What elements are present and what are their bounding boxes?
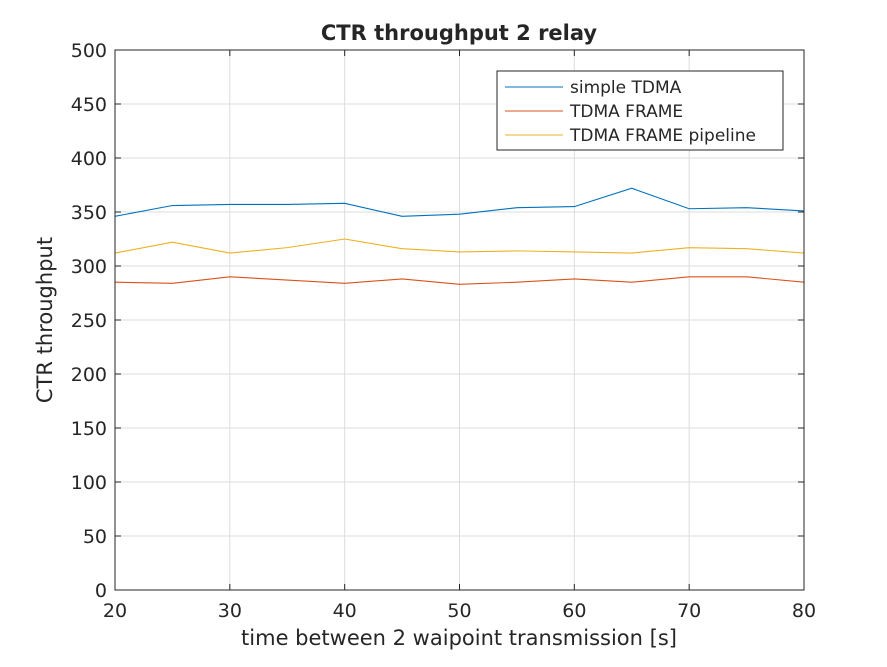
- y-tick-label: 400: [71, 148, 107, 170]
- y-axis-ticks: 0 50 100 150 200 250 300 350 400 450 500: [71, 40, 804, 602]
- x-tick-label: 50: [447, 600, 471, 622]
- y-tick-label: 300: [71, 256, 107, 278]
- series-line-1: [114, 187, 805, 217]
- x-axis-ticks: 20 30 40 50 60 70 80: [103, 50, 816, 622]
- y-tick-label: 50: [83, 526, 107, 548]
- y-tick-label: 350: [71, 202, 107, 224]
- y-tick-label: 150: [71, 418, 107, 440]
- y-tick-label: 450: [71, 94, 107, 116]
- y-axis-label: CTR throughput: [33, 237, 57, 403]
- x-tick-label: 60: [562, 600, 586, 622]
- x-tick-label: 20: [103, 600, 127, 622]
- legend-label: simple TDMA: [570, 78, 682, 98]
- series-line-2: [114, 276, 805, 285]
- y-tick-label: 250: [71, 310, 107, 332]
- x-axis-label: time between 2 waipoint transmission [s]: [241, 626, 677, 650]
- x-tick-label: 70: [677, 600, 701, 622]
- legend-label: TDMA FRAME: [569, 102, 683, 122]
- y-tick-label: 100: [71, 472, 107, 494]
- legend: simple TDMA TDMA FRAME TDMA FRAME pipeline: [496, 70, 784, 151]
- chart-title: CTR throughput 2 relay: [321, 21, 598, 45]
- x-tick-label: 30: [218, 600, 242, 622]
- y-tick-label: 500: [71, 40, 107, 62]
- y-tick-label: 0: [95, 580, 107, 602]
- series-line-3: [114, 238, 805, 254]
- series-lines: [114, 187, 805, 285]
- legend-label: TDMA FRAME pipeline: [569, 126, 756, 146]
- y-tick-label: 200: [71, 364, 107, 386]
- x-tick-label: 40: [333, 600, 357, 622]
- x-tick-label: 80: [792, 600, 816, 622]
